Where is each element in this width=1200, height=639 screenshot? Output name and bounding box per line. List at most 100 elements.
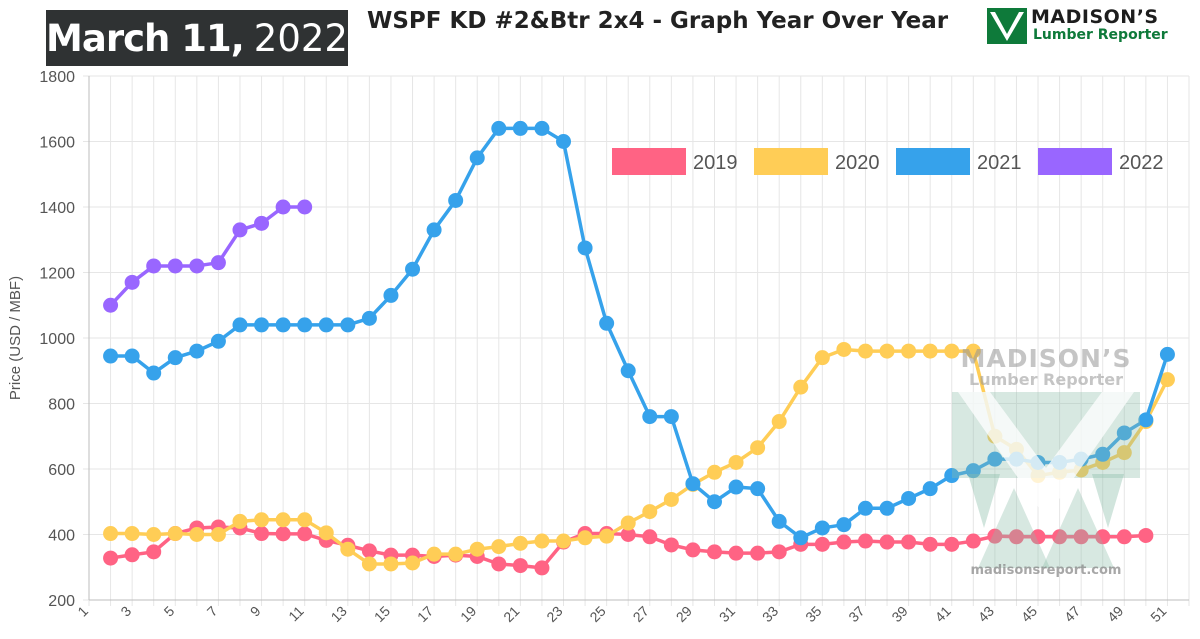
data-point-2019 bbox=[901, 534, 917, 550]
data-point-2020 bbox=[771, 414, 787, 430]
data-point-2019 bbox=[857, 533, 873, 549]
logo-title: MADISON’S bbox=[1031, 6, 1159, 28]
data-point-2020 bbox=[426, 546, 442, 562]
data-point-2020 bbox=[275, 512, 291, 528]
data-point-2020 bbox=[814, 350, 830, 366]
data-point-2019 bbox=[297, 526, 313, 542]
data-point-2021 bbox=[534, 120, 550, 136]
legend-swatch-2019 bbox=[612, 148, 686, 175]
data-point-2022 bbox=[210, 255, 226, 271]
x-tick-label: 39 bbox=[888, 603, 910, 625]
data-point-2021 bbox=[1008, 451, 1024, 467]
data-point-2020 bbox=[599, 528, 615, 544]
data-point-2021 bbox=[405, 261, 421, 277]
data-point-2019 bbox=[1138, 527, 1154, 543]
data-point-2020 bbox=[922, 343, 938, 359]
x-tick-label: 19 bbox=[457, 603, 479, 625]
data-point-2022 bbox=[297, 199, 313, 215]
data-point-2021 bbox=[1073, 451, 1089, 467]
data-point-2020 bbox=[793, 379, 809, 395]
data-point-2020 bbox=[534, 533, 550, 549]
data-point-2020 bbox=[491, 539, 507, 555]
data-point-2021 bbox=[210, 333, 226, 349]
data-point-2020 bbox=[965, 343, 981, 359]
x-tick-label: 51 bbox=[1147, 603, 1169, 625]
data-point-2021 bbox=[642, 409, 658, 425]
data-point-2020 bbox=[620, 515, 636, 531]
date-badge: March 11, 2022 bbox=[46, 10, 348, 66]
data-point-2019 bbox=[275, 526, 291, 542]
data-point-2021 bbox=[1052, 454, 1068, 470]
data-point-2021 bbox=[491, 120, 507, 136]
data-point-2021 bbox=[1030, 454, 1046, 470]
data-point-2019 bbox=[750, 545, 766, 561]
data-point-2020 bbox=[124, 526, 140, 542]
legend-swatch-2020 bbox=[754, 148, 828, 175]
data-point-2019 bbox=[1052, 529, 1068, 545]
data-point-2020 bbox=[706, 464, 722, 480]
data-point-2021 bbox=[232, 317, 248, 333]
data-point-2019 bbox=[1008, 529, 1024, 545]
data-point-2021 bbox=[814, 520, 830, 536]
data-point-2021 bbox=[124, 348, 140, 364]
data-point-2019 bbox=[1030, 529, 1046, 545]
data-point-2021 bbox=[383, 287, 399, 303]
data-point-2021 bbox=[512, 120, 528, 136]
data-point-2022 bbox=[189, 258, 205, 274]
data-point-2019 bbox=[1095, 529, 1111, 545]
data-point-2020 bbox=[210, 527, 226, 542]
data-point-2021 bbox=[663, 409, 679, 425]
data-point-2022 bbox=[275, 199, 291, 215]
data-point-2021 bbox=[685, 476, 701, 492]
data-point-2020 bbox=[232, 513, 248, 529]
x-tick-label: 27 bbox=[630, 603, 652, 625]
data-point-2019 bbox=[728, 545, 744, 561]
data-point-2020 bbox=[167, 526, 183, 542]
data-point-2020 bbox=[318, 525, 334, 541]
y-tick-label: 1000 bbox=[39, 331, 75, 348]
data-point-2020 bbox=[857, 343, 873, 359]
data-point-2021 bbox=[189, 343, 205, 359]
x-tick-label: 37 bbox=[845, 603, 867, 625]
x-tick-label: 11 bbox=[285, 603, 307, 625]
data-point-2021 bbox=[448, 192, 464, 208]
y-tick-label: 800 bbox=[48, 397, 75, 414]
data-point-2021 bbox=[857, 500, 873, 516]
data-point-2020 bbox=[297, 512, 313, 528]
data-point-2021 bbox=[793, 530, 809, 546]
data-point-2021 bbox=[1138, 412, 1154, 428]
data-point-2021 bbox=[426, 222, 442, 238]
x-tick-label: 23 bbox=[543, 603, 565, 625]
data-point-2020 bbox=[1159, 372, 1175, 388]
data-point-2019 bbox=[663, 537, 679, 553]
x-tick-label: 15 bbox=[371, 603, 393, 625]
x-tick-label: 45 bbox=[1018, 603, 1040, 625]
data-point-2021 bbox=[103, 348, 119, 364]
data-point-2019 bbox=[642, 529, 658, 545]
series-line-2021 bbox=[110, 126, 1170, 540]
data-point-2021 bbox=[340, 317, 356, 333]
data-point-2020 bbox=[728, 454, 744, 470]
data-point-2019 bbox=[254, 526, 270, 542]
data-point-2021 bbox=[750, 481, 766, 497]
data-point-2020 bbox=[189, 527, 205, 542]
data-point-2021 bbox=[599, 315, 615, 331]
data-point-2021 bbox=[728, 479, 744, 495]
data-point-2021 bbox=[901, 490, 917, 506]
data-point-2021 bbox=[146, 365, 162, 381]
series-line-2022 bbox=[109, 205, 305, 307]
x-tick-label: 25 bbox=[586, 603, 608, 625]
data-point-2020 bbox=[987, 428, 1003, 444]
data-point-2021 bbox=[275, 317, 291, 333]
data-point-2021 bbox=[361, 310, 377, 326]
x-tick-label: 35 bbox=[802, 603, 824, 625]
data-point-2021 bbox=[836, 517, 852, 533]
y-tick-label: 1400 bbox=[39, 200, 75, 217]
chart-series bbox=[103, 120, 1175, 576]
data-point-2019 bbox=[1116, 529, 1132, 545]
x-tick-label: 49 bbox=[1104, 603, 1126, 625]
data-point-2020 bbox=[577, 530, 593, 546]
y-axis-title: Price (USD / MBF) bbox=[7, 276, 24, 400]
data-point-2021 bbox=[318, 317, 334, 333]
